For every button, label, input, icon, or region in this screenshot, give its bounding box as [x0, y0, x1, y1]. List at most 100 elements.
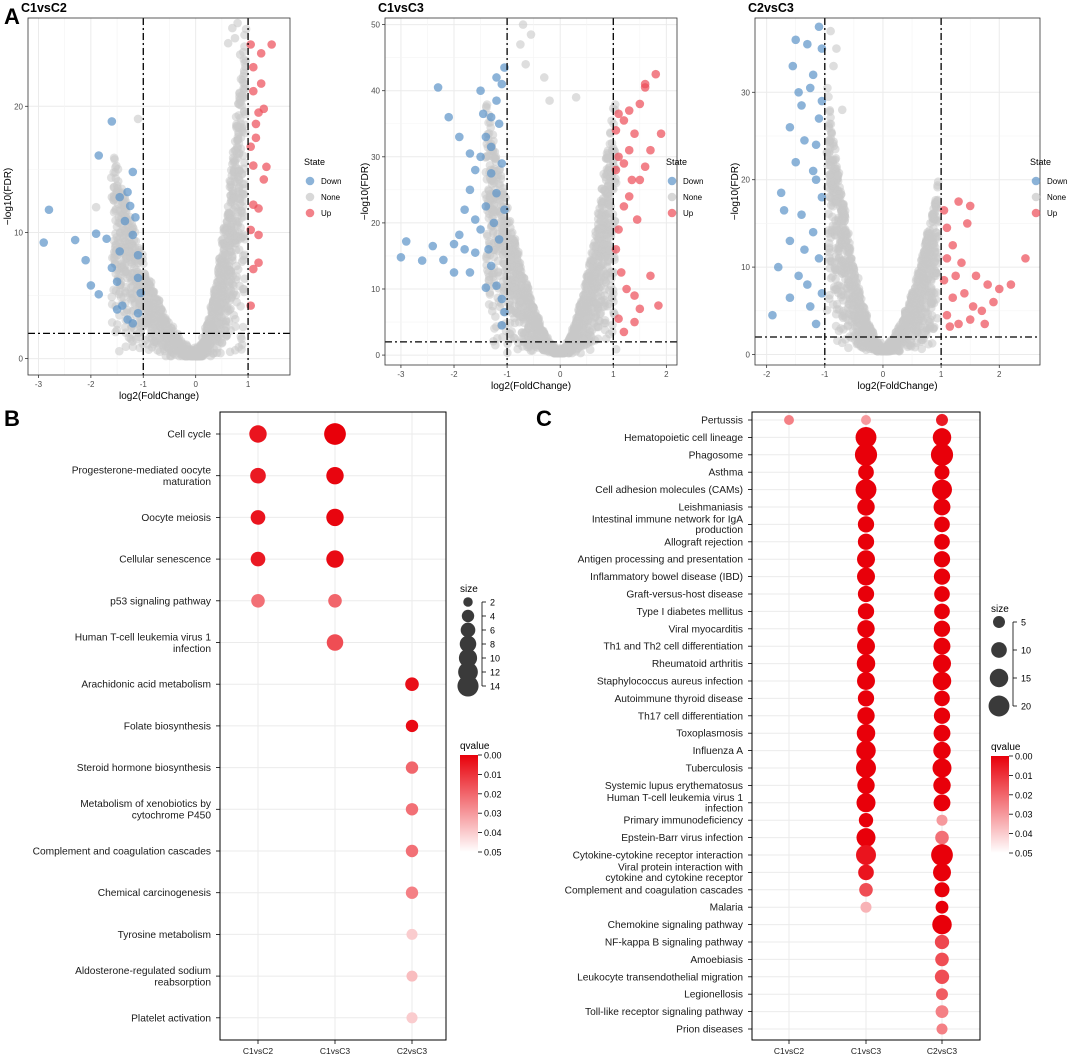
enrichment-dot	[326, 467, 344, 485]
volcano-point-down	[497, 159, 507, 168]
volcano-point-down	[785, 236, 795, 246]
volcano-point-none	[932, 247, 942, 257]
term-label-line: Folate biosynthesis	[124, 721, 211, 732]
size-legend-dot	[459, 635, 477, 653]
x-tick-label: 0	[881, 370, 886, 379]
term-label-line: Hematopoietic cell lineage	[624, 433, 743, 444]
size-legend-title: size	[991, 604, 1009, 615]
legend-key-up	[305, 208, 315, 218]
volcano-point-none	[482, 175, 492, 184]
volcano-point-up	[651, 69, 661, 79]
volcano-point-down	[449, 239, 459, 249]
term-label-line: Amoebiasis	[690, 955, 743, 966]
qvalue-tick-label: 0.00	[484, 751, 502, 761]
volcano-point-none	[148, 287, 158, 297]
volcano-point-down	[817, 289, 827, 298]
volcano-point-none	[596, 216, 605, 226]
volcano-point-up	[948, 293, 958, 302]
size-legend-label: 2	[490, 598, 495, 608]
enrichment-dot	[935, 830, 949, 845]
enrichment-dot	[934, 934, 950, 950]
plot-background	[755, 18, 1040, 365]
enrichment-dot	[405, 677, 419, 691]
volcano-point-down	[39, 238, 49, 247]
y-tick-label: 40	[371, 87, 380, 96]
legend-label-up: Up	[683, 209, 694, 218]
volcano-point-none	[225, 347, 235, 357]
enrichment-dot	[936, 814, 948, 826]
term-label-line: Complement and coagulation cascades	[565, 885, 743, 896]
legend-label-up: Up	[1047, 209, 1058, 218]
volcano-point-down	[814, 22, 824, 32]
volcano-point-up	[971, 271, 981, 281]
term-label-line: Toxoplasmosis	[676, 729, 743, 740]
term-label: Phagosome	[689, 450, 744, 461]
legend-key-none	[1031, 192, 1041, 202]
enrichment-dot	[933, 724, 951, 742]
volcano-point-none	[837, 105, 847, 115]
enrichment-dot	[933, 863, 951, 882]
volcano-point-none	[832, 162, 841, 171]
volcano-point-none	[588, 292, 597, 301]
volcano-point-none	[238, 251, 248, 261]
term-label-line: Viral myocarditis	[668, 624, 743, 635]
volcano-point-up	[942, 310, 952, 320]
volcano-point-down	[478, 109, 488, 119]
enrichment-dot	[857, 637, 875, 656]
volcano-point-down	[444, 112, 454, 122]
volcano-point-none	[109, 208, 119, 217]
volcano-point-none	[595, 316, 604, 326]
qvalue-legend-title: qvalue	[991, 742, 1021, 753]
enrichment-dot	[933, 551, 951, 568]
volcano-point-none	[206, 351, 215, 361]
volcano-point-down	[494, 119, 504, 129]
volcano-point-none	[236, 332, 246, 341]
volcano-point-down	[112, 305, 122, 314]
enrichment-dot	[932, 914, 952, 935]
enrichment-dot	[934, 603, 950, 620]
x-tick-label: 1	[611, 370, 616, 379]
volcano-point-up	[939, 275, 949, 285]
term-label: Cytokine-cytokine receptor interaction	[573, 851, 743, 862]
volcano-point-none	[119, 292, 128, 302]
volcano-point-none	[493, 334, 502, 343]
volcano-point-down	[460, 205, 469, 214]
volcano-point-none	[238, 184, 248, 193]
enrichment-dot	[856, 793, 876, 813]
volcano-point-up	[259, 175, 269, 184]
volcano-point-none	[896, 320, 905, 330]
volcano-point-none	[232, 272, 242, 282]
qvalue-tick-label: 0.03	[1015, 810, 1033, 820]
volcano-point-none	[228, 227, 237, 236]
volcano-point-up	[951, 271, 960, 281]
volcano-point-up	[957, 258, 966, 268]
volcano-point-none	[231, 322, 240, 331]
qvalue-colorbar	[460, 755, 478, 852]
volcano-point-down	[805, 83, 815, 93]
volcano-point-none	[181, 351, 191, 361]
term-label: Pertussis	[701, 416, 743, 427]
volcano-point-down	[776, 188, 786, 198]
volcano-point-none	[825, 135, 834, 145]
volcano-point-down	[779, 205, 789, 215]
volcano-point-down	[800, 136, 809, 145]
volcano-point-up	[622, 284, 631, 294]
term-label-line: Chemokine signaling pathway	[608, 920, 744, 931]
x-tick-label: -1	[140, 380, 148, 389]
volcano-c1vsc3: -3 -2 -1 0 1 201020304050log2(FoldChange)−log…	[360, 1, 703, 392]
enrichment-dot	[250, 510, 266, 525]
term-label-line: Rheumatoid arthritis	[652, 659, 743, 670]
volcano-point-down	[814, 114, 824, 123]
x-tick-label: C1vsC2	[243, 1046, 274, 1056]
legend-label-down: Down	[321, 177, 341, 186]
volcano-point-none	[824, 170, 834, 180]
term-label: Cell adhesion molecules (CAMs)	[595, 485, 743, 496]
volcano-point-up	[965, 315, 975, 324]
volcano-point-down	[128, 318, 138, 328]
volcano-point-none	[111, 174, 121, 183]
volcano-point-none	[519, 273, 529, 283]
volcano-point-none	[160, 332, 169, 342]
